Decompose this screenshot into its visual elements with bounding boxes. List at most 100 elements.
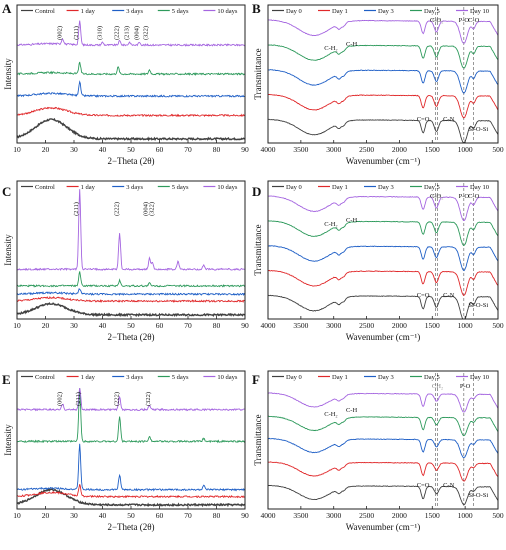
band-label-bottom: C-N	[443, 292, 455, 299]
plot-frame	[267, 180, 499, 320]
x-tick-label: 4000	[261, 145, 276, 154]
peak-index-label: (002)	[57, 392, 64, 406]
x-tick-label: 20	[42, 511, 50, 520]
x-tick-label: 90	[241, 321, 249, 330]
series-line-control	[17, 301, 245, 318]
x-tick-label: 500	[492, 511, 504, 520]
peak-index-label: (211)	[75, 392, 82, 406]
peak-index-label: (004)	[143, 202, 150, 216]
series-line-control	[17, 117, 245, 142]
band-label-mid: C-H₂	[324, 45, 337, 52]
peak-index-label: (004)	[134, 26, 141, 40]
x-tick-label: 3500	[293, 321, 308, 330]
series-line-day-3	[268, 245, 498, 272]
panel-label: D	[252, 184, 261, 199]
legend-entry: Control	[35, 184, 55, 191]
x-tick-label: 10	[13, 145, 21, 154]
x-tick-label: 2500	[359, 511, 374, 520]
series-line-day-1	[268, 461, 498, 482]
panel-label: E	[2, 372, 11, 387]
legend-entry: Day 3	[378, 374, 394, 381]
x-tick-label: 80	[213, 145, 221, 154]
series-line-day-10	[268, 392, 498, 413]
band-label-top: C-O	[430, 193, 442, 200]
x-tick-label: 40	[99, 321, 107, 330]
legend-entry: 10 days	[217, 184, 238, 191]
peak-index-label: (322)	[143, 26, 150, 40]
x-tick-label: 60	[156, 321, 164, 330]
x-tick-label: 60	[156, 145, 164, 154]
x-tick-label: 70	[184, 321, 192, 330]
y-axis-label: Transmittance	[253, 414, 263, 465]
x-tick-label: 2000	[392, 321, 407, 330]
peak-index-label: (211)	[73, 26, 80, 40]
series-line-day-5	[268, 220, 498, 247]
y-axis-label: Intensity	[3, 58, 13, 90]
x-tick-label: 3000	[326, 511, 341, 520]
x-tick-label: 80	[213, 511, 221, 520]
x-tick-label: 500	[492, 321, 504, 330]
legend-entry: Day 3	[378, 184, 394, 191]
x-tick-label: 20	[42, 145, 50, 154]
band-label-top: CH₂	[432, 193, 443, 200]
band-label-bottom: Si-O-Si	[468, 492, 488, 499]
panel-label: B	[252, 1, 261, 16]
series-line-day-5	[268, 415, 498, 437]
legend-entry: Day 1	[332, 374, 348, 381]
band-label-bottom: Si-O-Si	[468, 302, 488, 309]
x-tick-label: 30	[70, 321, 78, 330]
band-label-top: C-O	[468, 193, 480, 200]
legend-entry: 5 days	[172, 374, 189, 381]
x-axis-label: Wavenumber (cm⁻¹)	[346, 522, 420, 532]
band-label-bottom: C=O	[417, 292, 430, 299]
x-tick-label: 20	[42, 321, 50, 330]
legend-entry: Day 5	[424, 8, 440, 15]
band-label-bottom: C=O	[417, 116, 430, 123]
x-axis-label: 2−Theta (2θ)	[107, 522, 154, 532]
series-line-day-10	[268, 19, 498, 44]
x-tick-label: 2000	[392, 145, 407, 154]
series-line-5-days	[17, 388, 245, 444]
x-tick-label: 3000	[326, 321, 341, 330]
x-tick-label: 30	[70, 511, 78, 520]
x-tick-label: 70	[184, 511, 192, 520]
legend-entry: Day 3	[378, 8, 394, 15]
legend-entry: Day 5	[424, 184, 440, 191]
legend-entry: Day 0	[286, 8, 302, 15]
band-label-bottom: C=O	[417, 482, 430, 489]
plot-area	[268, 373, 498, 507]
x-tick-label: 2500	[359, 321, 374, 330]
x-axis-label: 2−Theta (2θ)	[107, 332, 154, 342]
panel-d: D 4000 3500 3000 2500 2000 1500 1000 500 Wavenumb…	[252, 180, 504, 342]
series-line-day-5	[268, 44, 498, 69]
legend-entry: Day 5	[424, 374, 440, 381]
plot-area	[17, 20, 245, 142]
plot-area	[268, 183, 498, 319]
series-line-day-3	[268, 69, 498, 94]
x-tick-label: 2500	[359, 145, 374, 154]
series-line-control	[17, 487, 245, 508]
series-line-day-0	[268, 484, 498, 505]
band-label-top: P-O	[460, 383, 471, 390]
x-tick-label: 1000	[458, 511, 473, 520]
legend-entry: 3 days	[126, 184, 143, 191]
x-tick-label: 1000	[458, 321, 473, 330]
panel-e: E 10 20 30 40 50 60 70 80 90 2−Theta (2θ) Intensity…	[2, 370, 249, 532]
panel-b: B 4000 3500 3000 2500 2000 1500 1000 500 Wavenumb…	[252, 1, 504, 166]
y-axis-label: Transmittance	[253, 48, 263, 99]
band-label-top: C-O	[468, 17, 480, 24]
peak-index-label: (222)	[114, 26, 121, 40]
series-line-day-0	[268, 118, 498, 143]
series-line-1-day	[17, 484, 245, 499]
series-line-3-days	[17, 80, 245, 98]
x-tick-label: 40	[99, 511, 107, 520]
band-label-top: P-O	[459, 17, 470, 24]
peak-index-label: (002)	[57, 26, 64, 40]
band-label-bottom: Si-O-Si	[468, 126, 488, 133]
x-tick-label: 1500	[425, 321, 440, 330]
series-line-5-days	[17, 271, 245, 288]
x-tick-label: 1500	[425, 511, 440, 520]
x-tick-label: 50	[127, 145, 135, 154]
band-label-top: CH₂	[432, 17, 443, 24]
